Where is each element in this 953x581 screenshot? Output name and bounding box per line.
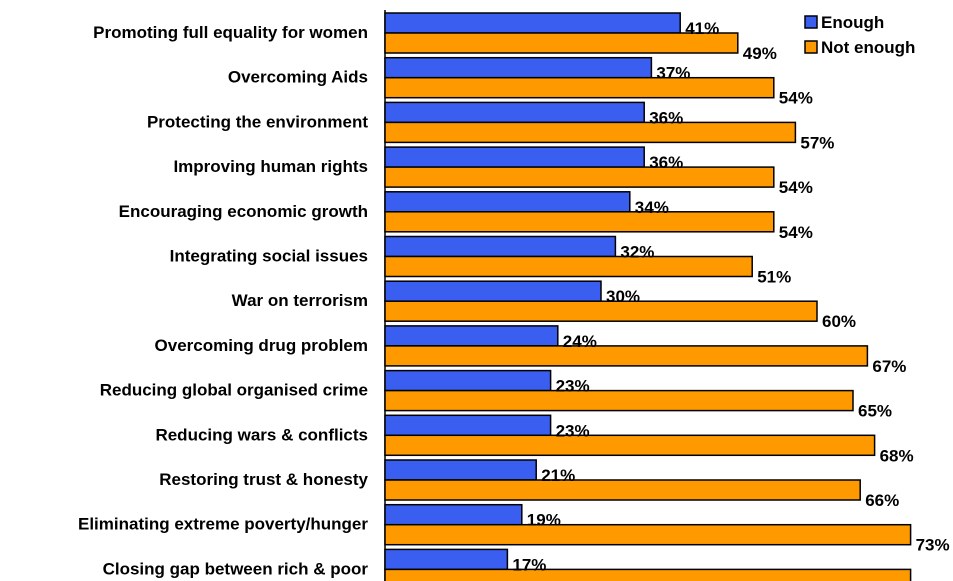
bar-not-enough <box>384 389 854 412</box>
bar-enough <box>384 369 552 392</box>
bar-not-enough <box>384 479 861 501</box>
bar-not-enough <box>384 211 775 233</box>
value-label-not-enough: 54% <box>779 178 813 197</box>
value-label-not-enough: 68% <box>880 446 914 465</box>
category-label: War on terrorism <box>232 291 368 310</box>
bar-enough <box>384 503 523 526</box>
value-label-enough: 24% <box>563 332 597 351</box>
value-label-not-enough: 57% <box>800 133 834 152</box>
value-label-enough: 21% <box>541 466 575 485</box>
category-label: Promoting full equality for women <box>93 23 368 42</box>
value-label-not-enough: 60% <box>822 312 856 331</box>
legend-swatch <box>804 40 818 54</box>
bar-not-enough <box>384 121 797 144</box>
value-label-not-enough: 67% <box>872 357 906 376</box>
legend: Enough Not enough <box>804 13 915 57</box>
value-label-enough: 17% <box>512 555 546 574</box>
category-label: Integrating social issues <box>170 247 368 266</box>
legend-swatch <box>804 15 818 29</box>
value-label-enough: 36% <box>649 153 683 172</box>
bar-not-enough <box>384 523 912 546</box>
category-label: Overcoming drug problem <box>155 336 368 355</box>
value-label-not-enough: 54% <box>779 89 813 108</box>
bar-enough <box>384 146 645 168</box>
bar-not-enough <box>384 76 775 99</box>
bar-enough <box>384 414 552 437</box>
bar-enough <box>384 548 509 571</box>
value-label-enough: 37% <box>656 64 690 83</box>
value-label-not-enough: 73% <box>916 536 950 555</box>
bar-enough <box>384 235 617 258</box>
value-label-enough: 23% <box>556 421 590 440</box>
category-label: Restoring trust & honesty <box>159 470 368 489</box>
legend-label: Not enough <box>821 38 915 57</box>
value-label-enough: 34% <box>635 198 669 217</box>
value-label-not-enough: 51% <box>757 268 791 287</box>
bar-enough <box>384 101 645 124</box>
bar-enough <box>384 56 653 79</box>
category-label: Encouraging economic growth <box>119 202 368 221</box>
bar-not-enough <box>384 32 739 54</box>
category-label: Reducing global organised crime <box>100 381 368 400</box>
value-label-enough: 36% <box>649 108 683 127</box>
bar-not-enough <box>384 166 775 188</box>
value-label-enough: 30% <box>606 287 640 306</box>
bar-enough <box>384 12 681 34</box>
bar-not-enough <box>384 568 912 581</box>
bar-enough <box>384 191 631 213</box>
category-label: Overcoming Aids <box>228 68 368 87</box>
category-label: Eliminating extreme poverty/hunger <box>78 515 368 534</box>
value-label-not-enough: 66% <box>865 491 899 510</box>
value-labels: 41% 49% 37% 54% 36% 57% 36% 54% 34% 54% 32% 51% 30% 6… <box>512 19 949 581</box>
value-label-enough: 23% <box>556 377 590 396</box>
bar-enough <box>384 280 602 302</box>
value-label-not-enough: 65% <box>858 402 892 421</box>
category-label: Closing gap between rich & poor <box>103 559 369 578</box>
category-label: Protecting the environment <box>147 112 368 131</box>
value-label-enough: 41% <box>685 19 719 38</box>
value-label-not-enough: 49% <box>743 44 777 63</box>
value-label-enough: 19% <box>527 511 561 530</box>
bar-enough <box>384 325 559 347</box>
bar-enough <box>384 459 537 481</box>
category-label: Reducing wars & conflicts <box>155 425 368 444</box>
legend-label: Enough <box>821 13 884 32</box>
bar-not-enough <box>384 300 818 322</box>
bars-group <box>384 12 912 581</box>
value-label-enough: 32% <box>620 243 654 262</box>
bar-not-enough <box>384 255 753 278</box>
category-label: Improving human rights <box>173 157 368 176</box>
value-label-not-enough: 54% <box>779 223 813 242</box>
category-labels: Promoting full equality for women Overcom… <box>78 23 369 578</box>
bar-not-enough <box>384 434 876 457</box>
bar-not-enough <box>384 345 869 367</box>
